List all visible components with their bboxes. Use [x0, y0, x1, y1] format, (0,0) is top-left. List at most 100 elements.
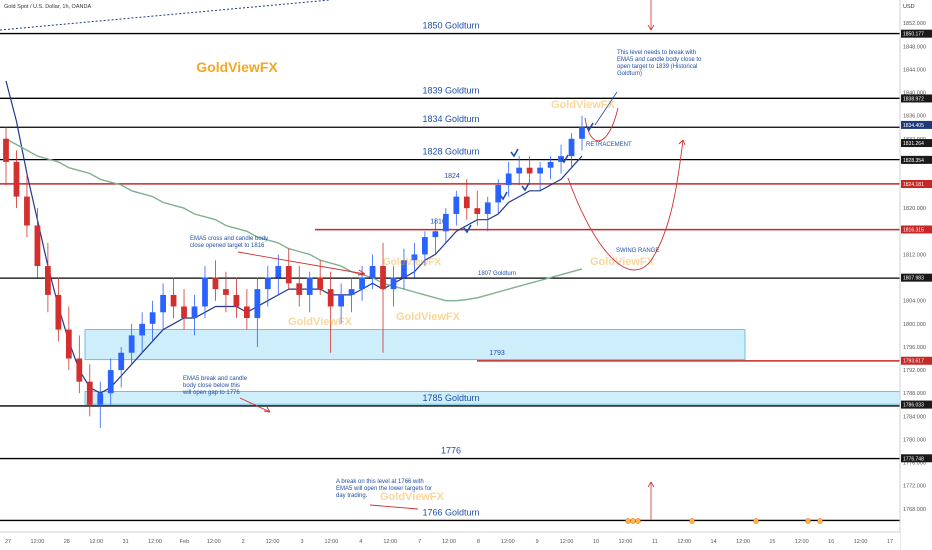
candle-body	[516, 167, 523, 174]
time-tick-label: 15	[769, 539, 775, 545]
price-badge	[901, 155, 932, 164]
price-badge	[901, 94, 932, 103]
price-badge-label: 1834.405	[903, 123, 924, 129]
time-axis[interactable]	[0, 532, 900, 550]
time-tick-label: 12:00	[325, 539, 339, 545]
price-badge	[901, 139, 932, 148]
candle-body	[306, 277, 313, 295]
price-badge-label: 1831.264	[903, 141, 924, 147]
watermark: GoldViewFX	[196, 59, 278, 75]
time-tick-label: 12:00	[207, 539, 221, 545]
candle-body	[149, 312, 156, 324]
time-tick-label: 2	[242, 539, 245, 545]
price-tick-label: 1788.000	[903, 391, 926, 397]
level-label: 1766 Goldturn	[422, 507, 479, 517]
candle-body	[202, 277, 208, 307]
price-badge	[901, 273, 932, 282]
candle-body	[526, 167, 533, 174]
price-tick-label: 1804.000	[903, 299, 926, 305]
price-badge-label: 1824.181	[903, 182, 924, 188]
note-1839-line: This level needs to break with	[617, 50, 696, 56]
candle-body	[453, 196, 460, 214]
event-marker-icon[interactable]	[753, 518, 759, 524]
price-badge	[901, 454, 932, 463]
candle-body	[86, 381, 93, 405]
note-ema5-cross-line: close opened target to 1816	[190, 243, 265, 249]
candle-body	[568, 138, 575, 157]
price-tick-label: 1852.000	[903, 21, 926, 27]
note-1839-line: EMA5 and candle body close to	[617, 57, 702, 63]
red-level-label: 1824	[444, 173, 460, 180]
event-marker-icon[interactable]	[625, 518, 631, 524]
event-marker-icon[interactable]	[630, 518, 636, 524]
checkmark-icon	[560, 154, 569, 164]
candle-body	[97, 393, 104, 405]
candle-body	[170, 294, 177, 307]
event-marker-icon[interactable]	[689, 518, 695, 524]
price-tick-label: 1792.000	[903, 368, 926, 374]
price-badge-label: 1776.748	[903, 456, 924, 462]
candle-body	[181, 306, 187, 319]
note-1766-line: EMA5 will open the lower targets for	[336, 486, 432, 492]
candle-body	[118, 352, 125, 371]
price-badge-label: 1807.983	[903, 276, 924, 282]
ema-fast-line	[5, 80, 583, 394]
watermark: GoldViewFX	[288, 316, 353, 328]
overlays: GoldViewFX GoldViewFX GoldViewFX GoldViewFX…	[0, 0, 823, 524]
time-tick-label: 12:00	[560, 539, 574, 545]
time-tick-label: 31	[123, 539, 129, 545]
time-tick-label: 12:00	[148, 539, 162, 545]
arrow-to-1816	[237, 251, 366, 275]
note-1766-line: A break on this level at 1766 with	[336, 479, 424, 485]
arrow-to-1766	[369, 504, 419, 510]
candle-body	[275, 266, 282, 278]
level-label: 1834 Goldturn	[422, 114, 479, 124]
candle-body	[463, 196, 470, 209]
candle-body	[317, 277, 324, 290]
note-ema5-break-line: body close below this	[183, 383, 240, 389]
level-label: 1850 Goldturn	[422, 21, 479, 31]
candle-body	[380, 266, 386, 290]
checkmark-icon	[463, 224, 472, 234]
event-marker-icon[interactable]	[635, 518, 641, 524]
candle-body	[484, 202, 491, 214]
level-label: 1776	[441, 446, 461, 456]
time-tick-label: 12:00	[619, 539, 633, 545]
candle-body	[327, 289, 334, 307]
candle-body	[401, 260, 407, 278]
time-tick-label: 28	[64, 539, 70, 545]
time-tick-label: 12:00	[383, 539, 397, 545]
candle-body	[390, 277, 397, 290]
watermark: GoldViewFX	[396, 311, 461, 323]
candle-body	[55, 294, 62, 330]
price-labels: 1850.177 1838.972 1834.405 1831.264 1828.354…	[901, 29, 932, 463]
candle-body	[107, 370, 114, 394]
symbol-title: Gold Spot / U.S. Dollar, 1h, OANDA	[4, 4, 91, 10]
event-marker-icon[interactable]	[805, 518, 811, 524]
candle-body	[537, 167, 543, 174]
price-tick-label: 1796.000	[903, 345, 926, 351]
price-tick-label: 1772.000	[903, 484, 926, 490]
red-level-label: 1816	[430, 219, 446, 226]
price-badge-label: 1793.617	[903, 359, 924, 365]
time-tick-label: 12:00	[736, 539, 750, 545]
time-tick-label: 4	[359, 539, 362, 545]
candle-body	[13, 161, 20, 197]
event-marker-icon[interactable]	[817, 518, 823, 524]
ema-slow-line	[5, 138, 583, 302]
annotation-1807: 1807 Goldturn	[478, 271, 516, 277]
price-tick-label: 1820.000	[903, 206, 926, 212]
candle-body	[338, 294, 345, 307]
note-ema5-cross-line: EMA5 cross and candle body	[190, 236, 268, 242]
price-tick-label: 1848.000	[903, 44, 926, 50]
time-tick-label: 12:00	[442, 539, 456, 545]
price-badge	[901, 356, 932, 365]
price-tick-label: 1776.000	[903, 461, 926, 467]
price-badge-label: 1816.315	[903, 227, 924, 233]
candle-body	[264, 277, 271, 290]
dotted-trendline	[0, 0, 331, 31]
time-tick-label: 12:00	[89, 539, 103, 545]
checkmark-icon	[585, 122, 594, 132]
annotation-swing-range: SWING RANGE	[616, 248, 659, 254]
checkmark-icon	[510, 148, 519, 158]
